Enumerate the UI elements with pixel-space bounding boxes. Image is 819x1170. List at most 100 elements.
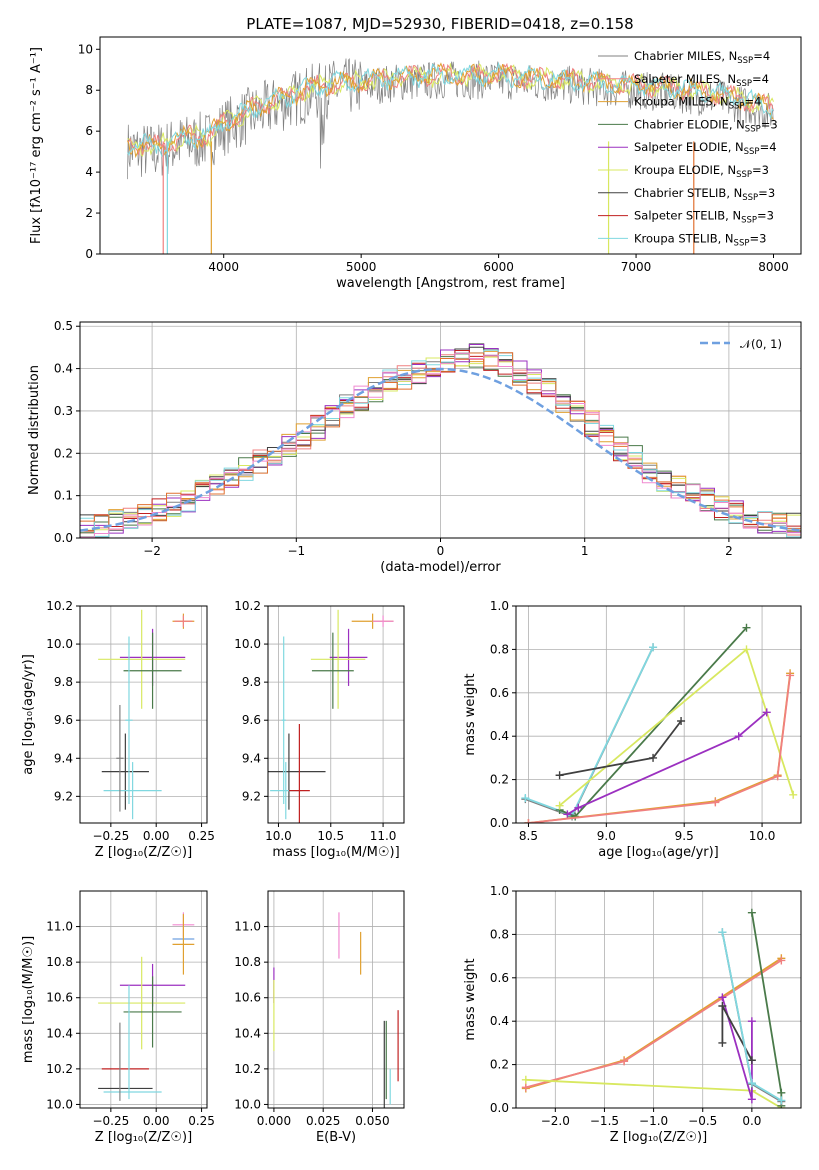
y-tick-label: 11.0 — [46, 920, 73, 934]
y-tick-label: 9.4 — [242, 751, 261, 765]
legend-sub: SSP — [741, 216, 757, 226]
legend-entry: Kroupa STELIB, NSSP=3 — [634, 231, 766, 248]
x-tick-label: 1 — [581, 544, 589, 558]
legend-nssp: 3 — [759, 231, 766, 245]
y-tick-label: 0.8 — [490, 927, 509, 941]
x-tick-label: −2 — [143, 544, 161, 558]
plot-area — [80, 343, 801, 538]
y-tick-label: 9.2 — [54, 789, 73, 803]
y-tick-label: 0.2 — [54, 446, 73, 460]
residual-histogram-panel: −2 −1 0 1 2 0.0 0.1 0.2 0.3 0.4 0.5 (data-model)/er… — [27, 319, 802, 575]
legend-model: Chabrier MILES — [634, 49, 721, 63]
data-point-marker — [563, 810, 572, 819]
x-tick-label: 0.25 — [188, 1114, 215, 1128]
legend-entry: Salpeter MILES, NSSP=4 — [634, 72, 769, 89]
legend-model: Salpeter STELIB — [634, 209, 725, 223]
series-line — [524, 646, 654, 818]
y-tick-label: 0.0 — [490, 1101, 509, 1115]
legend-model: Salpeter MILES — [634, 72, 720, 86]
age-vs-metallicity-panel: −0.25 0.00 0.25 9.2 9.4 9.6 9.8 10.0 10.2 Z [log₁… — [21, 599, 215, 860]
plot-area — [98, 609, 195, 820]
y-tick-label: 4 — [85, 165, 93, 179]
data-point-marker — [524, 819, 533, 823]
y-tick-label: 6 — [85, 124, 93, 138]
y-tick-label: 1.0 — [490, 884, 509, 898]
legend-entry: 𝒩(0, 1) — [740, 337, 782, 351]
y-tick-label: 10.0 — [46, 1097, 73, 1111]
y-tick-label: 0.4 — [490, 1014, 509, 1028]
y-tick-label: 9.6 — [242, 713, 261, 727]
legend-nssp: 4 — [754, 95, 761, 109]
x-axis-label: Z [log₁₀(Z/Z☉)] — [610, 1130, 707, 1145]
y-tick-label: 0.3 — [54, 404, 73, 418]
x-tick-label: −1.5 — [590, 1114, 619, 1128]
data-point-marker — [777, 956, 786, 965]
legend-nssp: 4 — [769, 140, 776, 154]
data-point-marker — [762, 708, 771, 717]
series-line — [751, 912, 783, 1106]
series-line — [721, 1005, 753, 1061]
legend-eq: = — [752, 163, 762, 177]
y-tick-label: 0 — [85, 247, 93, 261]
data-point-marker — [777, 1088, 786, 1097]
spectrum-panel: 4000 5000 6000 7000 8000 0 2 4 6 8 10 wavelength [A… — [29, 36, 802, 291]
legend-entry: Chabrier ELODIE, NSSP=3 — [634, 117, 778, 134]
data-point-marker — [620, 1057, 629, 1066]
y-tick-label: 9.6 — [54, 713, 73, 727]
plot-area — [98, 912, 195, 1101]
y-tick-label: 11.0 — [234, 920, 261, 934]
x-axis-label: age [log₁₀(age/yr)] — [598, 845, 719, 860]
legend-model: Kroupa MILES — [634, 95, 713, 109]
axes-frame — [515, 890, 802, 1109]
y-tick-label: 0.5 — [54, 319, 73, 333]
x-tick-label: −1 — [287, 544, 305, 558]
y-tick-label: 10.2 — [234, 599, 261, 613]
legend-eq: = — [744, 95, 754, 109]
data-point-marker — [718, 928, 727, 937]
legend-nssp: 3 — [767, 209, 774, 223]
x-tick-label: 7000 — [621, 260, 652, 274]
legend-sep: , N — [720, 163, 736, 177]
y-tick-label: 0.8 — [490, 642, 509, 656]
data-point-marker — [521, 1075, 530, 1084]
data-point-marker — [718, 993, 727, 1002]
legend-sub: SSP — [744, 147, 760, 157]
legend-entry: Salpeter STELIB, NSSP=3 — [634, 209, 774, 226]
data-point-marker — [773, 772, 782, 781]
series-line — [559, 627, 748, 818]
y-axis-label: mass weight — [463, 673, 478, 755]
axes-frame — [79, 605, 208, 824]
y-tick-label: 0.1 — [54, 489, 73, 503]
y-tick-label: 10.0 — [234, 637, 261, 651]
legend-nssp: 4 — [762, 72, 769, 86]
y-tick-label: 10.4 — [46, 1026, 73, 1040]
x-tick-label: 11.0 — [370, 829, 397, 843]
y-axis-label: mass weight — [463, 958, 478, 1040]
y-tick-label: 9.4 — [54, 751, 73, 765]
legend-sep: , N — [721, 49, 737, 63]
y-tick-label: 0.4 — [490, 729, 509, 743]
model-spectrum-line — [127, 61, 774, 157]
legend-model: Chabrier ELODIE — [634, 117, 729, 131]
legend-eq: = — [749, 231, 759, 245]
x-tick-label: −0.5 — [688, 1114, 717, 1128]
legend-model: Salpeter ELODIE — [634, 140, 728, 154]
legend-eq: = — [752, 72, 762, 86]
data-point-marker — [747, 1079, 756, 1088]
y-tick-label: 9.2 — [242, 789, 261, 803]
data-point-marker — [742, 623, 751, 632]
legend-nssp: 4 — [763, 49, 770, 63]
legend-model: Kroupa STELIB — [634, 231, 718, 245]
data-point-marker — [734, 732, 743, 741]
x-tick-label: −0.25 — [92, 829, 129, 843]
axes-frame — [79, 890, 208, 1109]
legend-entry: Kroupa MILES, NSSP=4 — [634, 95, 761, 112]
plot-area — [127, 57, 774, 254]
legend-eq: = — [753, 49, 763, 63]
x-tick-label: 0 — [437, 544, 445, 558]
data-point-marker — [555, 801, 564, 810]
legend-entry: Chabrier MILES, NSSP=4 — [634, 49, 770, 66]
y-axis-label: Normed distribution — [27, 365, 42, 495]
y-tick-label: 10.2 — [234, 1062, 261, 1076]
